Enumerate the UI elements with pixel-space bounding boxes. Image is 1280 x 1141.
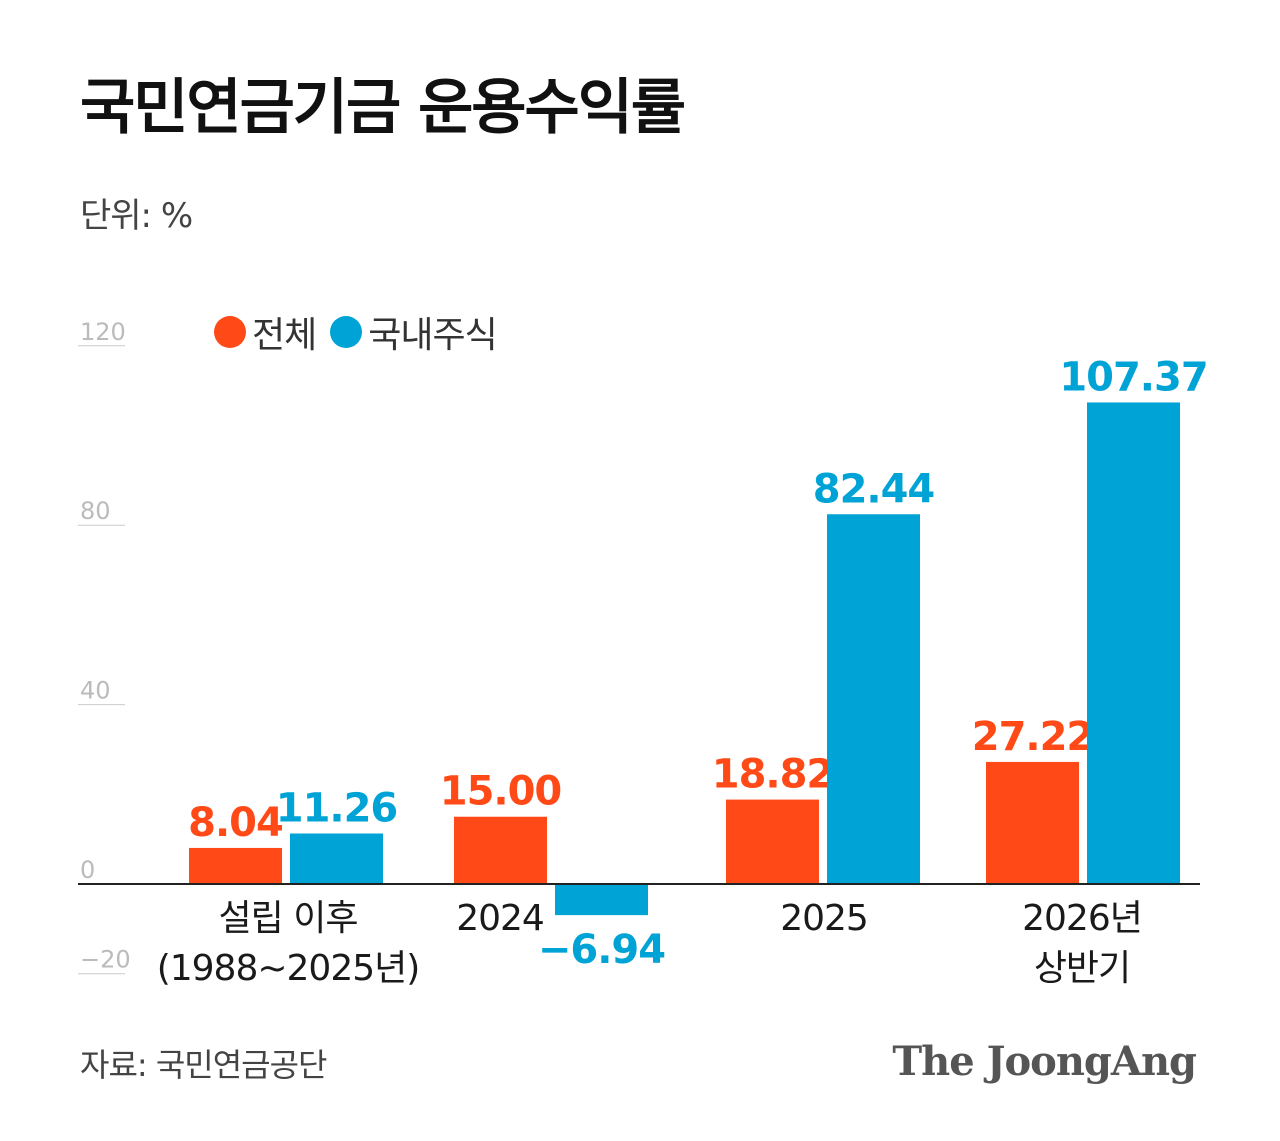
bar-domestic-stock — [555, 884, 648, 916]
unit-label: 단위: % — [80, 196, 193, 236]
data-label: 8.04 — [188, 800, 283, 846]
data-label: 11.26 — [276, 785, 398, 831]
x-category-label: 상반기 — [1034, 948, 1130, 989]
page-title: 국민연금기금 운용수익률 — [80, 73, 686, 143]
legend-item-domestic-stock: 국내주식 — [330, 306, 498, 358]
y-tick-label: 80 — [80, 497, 111, 525]
y-tick-label: −20 — [80, 946, 131, 974]
bar-total — [726, 799, 819, 884]
legend-swatch-total — [214, 316, 246, 348]
x-category-label: (1988~2025년) — [157, 948, 420, 989]
y-tick-label: 120 — [80, 318, 126, 346]
data-label: −6.94 — [538, 927, 665, 973]
x-category-label: 2024 — [456, 898, 544, 939]
x-category-label: 2025 — [780, 898, 868, 939]
y-tick-label: 40 — [80, 677, 111, 705]
x-category-label: 2026년 — [1022, 898, 1142, 939]
data-label: 15.00 — [440, 769, 562, 815]
legend-label-domestic-stock: 국내주식 — [368, 315, 497, 356]
data-label: 82.44 — [813, 466, 935, 512]
legend-label-total: 전체 — [252, 315, 317, 356]
legend: 전체 국내주식 — [214, 306, 498, 358]
legend-item-total: 전체 — [214, 306, 317, 358]
brand-logo: The JoongAng — [892, 1038, 1197, 1085]
data-label: 18.82 — [712, 752, 834, 798]
bar-domestic-stock — [827, 514, 920, 884]
data-label: 27.22 — [972, 714, 1094, 760]
bar-total — [986, 761, 1079, 884]
bar-total — [189, 847, 282, 884]
x-category-label: 설립 이후 — [219, 898, 358, 939]
y-tick-label: 0 — [80, 856, 95, 884]
bar-total — [454, 816, 547, 884]
legend-swatch-domestic-stock — [330, 316, 363, 348]
source-note: 자료: 국민연금공단 — [80, 1046, 327, 1084]
data-label: 107.37 — [1059, 354, 1207, 400]
bar-domestic-stock — [290, 833, 383, 884]
bar-domestic-stock — [1087, 402, 1180, 884]
